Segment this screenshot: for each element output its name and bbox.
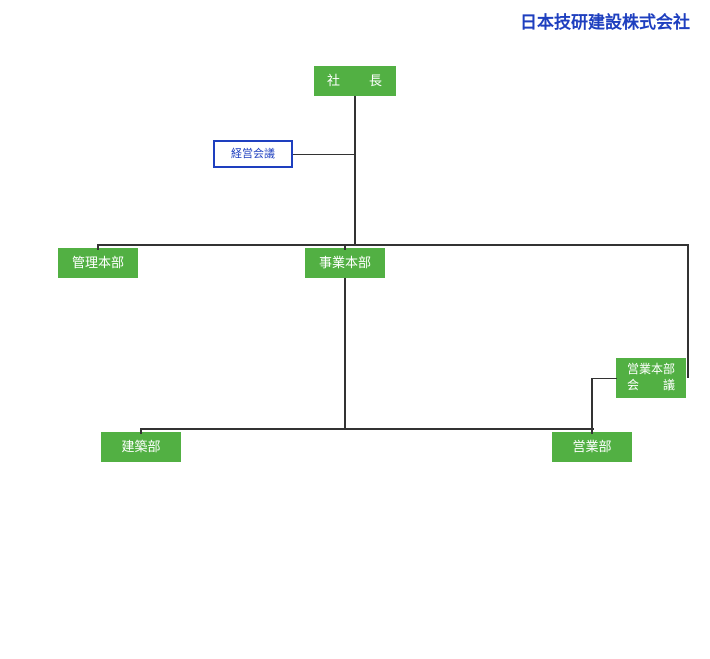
connector-line [344,244,346,250]
connector-line [140,428,594,430]
connector-line [354,96,356,246]
box-admin-hq: 管理本部 [58,248,138,278]
box-sales-dept: 営業部 [552,432,632,462]
box-arch-dept: 建築部 [101,432,181,462]
connector-line [97,244,689,246]
connector-line [293,154,355,155]
connector-line [140,428,142,434]
connector-line [591,428,593,434]
connector-line [591,378,617,379]
connector-line [591,378,593,428]
connector-line [97,244,99,250]
box-biz-hq: 事業本部 [305,248,385,278]
org-chart: { "company_title":{"text":"日本技研建設株式会社","… [0,0,710,659]
box-sales-meeting: 営業本部 会 議 [616,358,686,398]
connector-line [344,278,346,428]
connector-line [687,244,689,378]
company-title: 日本技研建設株式会社 [520,8,690,33]
box-president: 社 長 [314,66,396,96]
box-mgmt-meeting: 経営会議 [213,140,293,168]
